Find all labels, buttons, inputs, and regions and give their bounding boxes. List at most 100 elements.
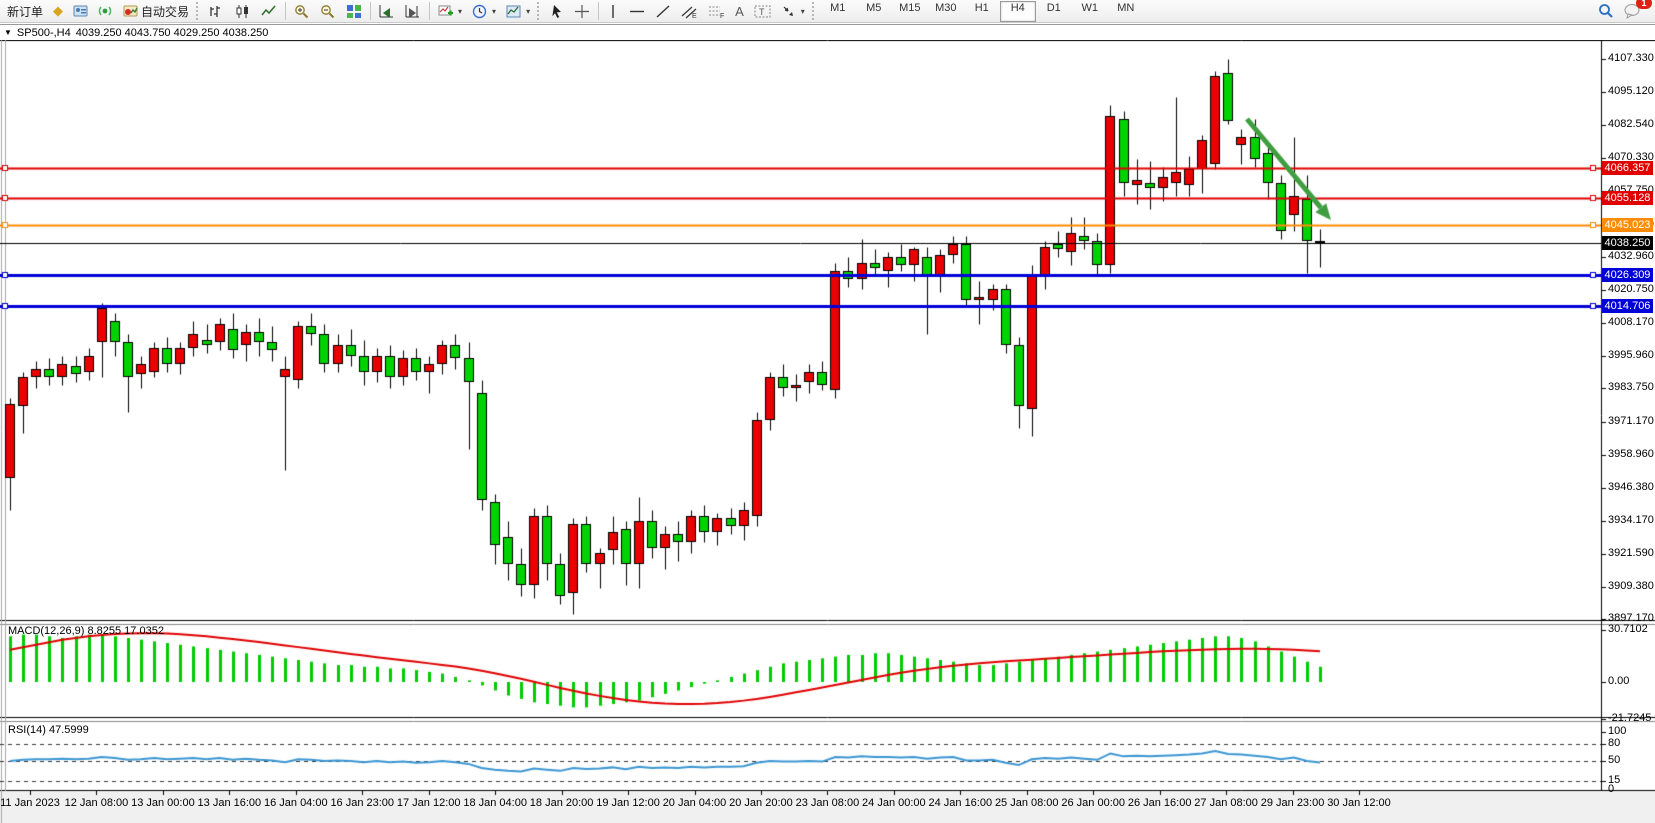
date-tick-label: 11 Jan 2023 — [0, 797, 60, 809]
line-chart-icon — [261, 5, 276, 15]
search-button[interactable] — [1593, 0, 1619, 22]
chevron-down-icon: ▾ — [800, 6, 805, 16]
profile-chart-icon — [73, 5, 88, 17]
bar-chart-button[interactable] — [204, 0, 230, 22]
price-chart-canvas[interactable] — [0, 40, 1655, 823]
auto-scroll-button[interactable] — [374, 0, 400, 22]
price-tick-label: 4020.750 — [1608, 282, 1654, 295]
rsi-tick-label: 15 — [1608, 774, 1621, 787]
price-tick-label: 3958.960 — [1608, 447, 1654, 460]
macd-tick-label: 0.00 — [1608, 675, 1630, 687]
chat-button[interactable]: 1 — [1619, 0, 1652, 22]
periods-button[interactable]: ▾ — [467, 0, 501, 22]
timeframe-button-w1[interactable]: W1 — [1081, 1, 1099, 14]
chat-bubble-icon — [1624, 4, 1640, 19]
price-line-badge: 4014.706 — [1602, 298, 1653, 313]
crosshair-icon — [575, 4, 590, 18]
chevron-down-icon: ▾ — [492, 6, 497, 16]
date-tick-label: 26 Jan 16:00 — [1127, 797, 1192, 809]
price-tick-label: 3934.170 — [1608, 513, 1654, 526]
timeframe-button-mn[interactable]: MN — [1117, 1, 1135, 14]
timeframe-button-d1[interactable]: D1 — [1046, 1, 1061, 14]
toolbar-grip — [196, 2, 202, 20]
channel-button[interactable]: E — [676, 0, 703, 22]
date-tick-label: 16 Jan 23:00 — [330, 797, 395, 809]
date-tick-label: 17 Jan 12:00 — [396, 797, 461, 809]
text-button[interactable]: A — [730, 0, 749, 22]
date-tick-label: 18 Jan 20:00 — [529, 797, 594, 809]
date-tick-label: 12 Jan 08:00 — [64, 797, 129, 809]
price-tick-label: 4070.330 — [1608, 150, 1654, 163]
tile-windows-icon — [347, 4, 362, 18]
rsi-tick-label: 0 — [1608, 783, 1615, 795]
text-icon: A — [735, 3, 744, 19]
rsi-tick-label: 80 — [1608, 736, 1621, 749]
date-tick-label: 20 Jan 20:00 — [729, 797, 793, 809]
horizontal-line-button[interactable] — [624, 0, 650, 22]
price-tick-label: 3983.750 — [1608, 381, 1654, 394]
one-click-trading-dropdown-icon[interactable]: ▼ — [4, 28, 12, 37]
price-line-badge: 4055.128 — [1602, 191, 1653, 206]
candlestick-icon — [236, 4, 249, 18]
rsi-indicator-label: RSI(14) 47.5999 — [8, 724, 89, 736]
chat-notification-badge: 1 — [1636, 0, 1652, 9]
bar-chart-icon — [210, 5, 221, 17]
new-order-button[interactable]: 新订单 — [2, 0, 48, 22]
timeframe-button-m30[interactable]: M30 — [935, 1, 957, 14]
chart-area: 4107.3304095.1204082.5404070.3304057.750… — [0, 40, 1655, 823]
bid-price-badge: 4038.250 — [1602, 236, 1653, 251]
price-tick-label: 3995.960 — [1608, 348, 1654, 361]
template-icon — [506, 5, 521, 17]
date-tick-label: 20 Jan 04:00 — [662, 797, 727, 809]
profile-button[interactable] — [68, 0, 93, 22]
order-diamond-icon-button[interactable]: ◆ — [48, 0, 68, 22]
price-tick-label: 4107.330 — [1608, 52, 1654, 65]
text-label-button[interactable]: T — [749, 0, 776, 22]
tile-windows-button[interactable] — [341, 0, 367, 22]
date-tick-label: 24 Jan 00:00 — [862, 797, 926, 809]
cursor-button[interactable] — [545, 0, 569, 22]
zoom-out-button[interactable] — [315, 0, 341, 22]
fibonacci-button[interactable]: F — [703, 0, 730, 22]
auto-trading-button[interactable]: 自动交易 — [118, 0, 194, 22]
date-tick-label: 13 Jan 16:00 — [197, 797, 262, 809]
templates-button[interactable]: ▾ — [501, 0, 535, 22]
timeframe-button-m5[interactable]: M5 — [866, 1, 882, 14]
date-tick-label: 24 Jan 16:00 — [928, 797, 993, 809]
indicators-button[interactable]: ▾ — [433, 0, 467, 22]
price-line-badge: 4045.023 — [1602, 218, 1653, 233]
chart-symbol-period: SP500-,H4 — [16, 26, 71, 39]
date-tick-label: 19 Jan 12:00 — [596, 797, 660, 809]
timeframe-button-m1[interactable]: M1 — [830, 1, 846, 14]
trendline-button[interactable] — [650, 0, 676, 22]
trendline-icon — [656, 4, 670, 18]
arrows-button[interactable]: ▾ — [776, 0, 810, 22]
candlestick-button[interactable] — [230, 0, 256, 22]
diamond-icon: ◆ — [53, 3, 64, 18]
crosshair-button[interactable] — [569, 0, 595, 22]
timeframe-button-h1[interactable]: H1 — [974, 1, 989, 14]
line-chart-button[interactable] — [256, 0, 282, 22]
date-tick-label: 23 Jan 08:00 — [795, 797, 860, 809]
zoom-out-icon — [321, 4, 335, 18]
price-line-badge: 4066.357 — [1602, 161, 1653, 176]
timeframe-button-m15[interactable]: M15 — [899, 1, 921, 14]
price-tick-label: 4032.960 — [1608, 250, 1654, 263]
date-tick-label: 27 Jan 08:00 — [1194, 797, 1258, 809]
cursor-icon — [552, 4, 562, 18]
timeframe-button-h4[interactable]: H4 — [999, 0, 1036, 22]
toolbar-separator — [429, 2, 431, 20]
signals-icon — [98, 6, 112, 16]
chart-shift-button[interactable] — [400, 0, 426, 22]
toolbar-separator — [285, 2, 287, 20]
vertical-line-button[interactable] — [602, 0, 624, 22]
vertical-line-icon — [612, 4, 614, 18]
price-tick-label: 4008.170 — [1608, 316, 1654, 329]
svg-text:T: T — [759, 7, 765, 17]
signals-button[interactable] — [93, 0, 118, 22]
price-line-badge: 4026.309 — [1602, 268, 1653, 283]
price-tick-label: 3897.170 — [1608, 612, 1654, 625]
zoom-in-button[interactable] — [289, 0, 315, 22]
equidistant-channel-icon: E — [681, 6, 697, 19]
